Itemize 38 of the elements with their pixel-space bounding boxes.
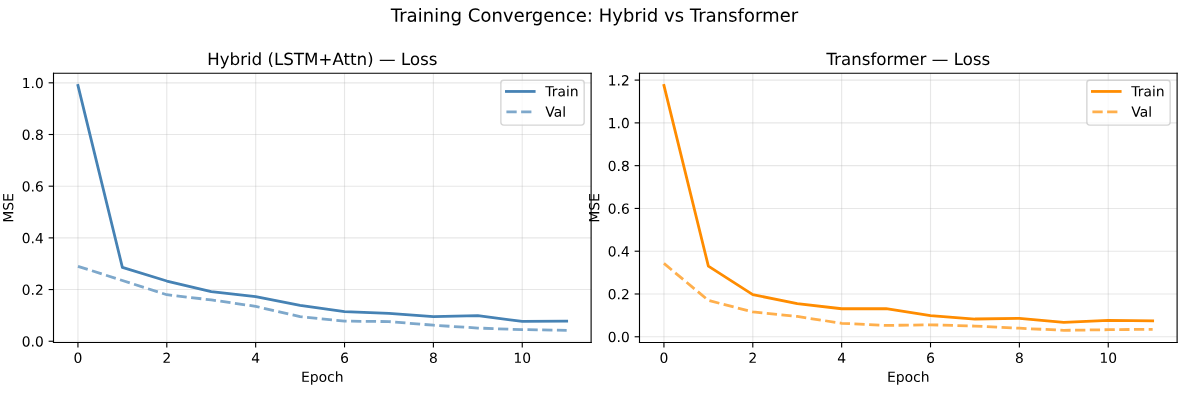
y-tick-label: 0.2 bbox=[22, 284, 43, 296]
x-tick-label: 4 bbox=[251, 352, 260, 363]
text: Training Convergence: Hybrid vs Transformer bbox=[390, 7, 799, 26]
x-tick-label: 10 bbox=[514, 352, 531, 364]
x-tick-label: 8 bbox=[1015, 352, 1023, 364]
x-tick-label: 0 bbox=[74, 352, 82, 364]
y-tick-label: 0.2 bbox=[608, 288, 629, 300]
y-axis-title: MSE bbox=[2, 194, 14, 222]
y-tick-label: 0.0 bbox=[22, 336, 43, 347]
y-tick-label: 0.6 bbox=[22, 181, 43, 192]
y-axis-title: MSE bbox=[588, 194, 600, 222]
line-series bbox=[76, 264, 569, 332]
y-tick-label: 0.4 bbox=[22, 232, 43, 244]
x-tick-label: 2 bbox=[163, 352, 170, 363]
x-tick-label: 8 bbox=[429, 352, 437, 364]
legend-label: Train bbox=[545, 85, 578, 97]
y-tick-label: 0.8 bbox=[22, 129, 43, 140]
x-axis-title: Epoch bbox=[888, 371, 929, 385]
legend-label: Val bbox=[1131, 106, 1151, 117]
line-series bbox=[662, 262, 1155, 332]
x-tick-label: 4 bbox=[837, 352, 846, 363]
x-tick-label: 6 bbox=[341, 352, 349, 364]
y-tick-label: 0.8 bbox=[608, 160, 629, 172]
y-tick-label: 0.4 bbox=[608, 246, 629, 257]
y-tick-label: 1.0 bbox=[609, 117, 629, 129]
chart-title: Hybrid (LSTM+Attn) — Loss bbox=[208, 52, 437, 69]
y-tick-label: 1.2 bbox=[609, 75, 629, 86]
legend-label: Train bbox=[1131, 85, 1164, 97]
chart-title: Transformer — Loss bbox=[826, 52, 990, 66]
legend-label: Val bbox=[545, 106, 565, 117]
y-tick-label: 1.0 bbox=[23, 77, 43, 89]
x-tick-label: 10 bbox=[1100, 352, 1117, 364]
x-axis-title: Epoch bbox=[302, 371, 343, 385]
x-tick-label: 2 bbox=[749, 352, 756, 363]
y-tick-label: 0.6 bbox=[608, 203, 629, 214]
x-tick-label: 0 bbox=[660, 352, 668, 364]
x-tick-label: 6 bbox=[927, 352, 935, 364]
y-tick-label: 0.0 bbox=[608, 331, 629, 343]
